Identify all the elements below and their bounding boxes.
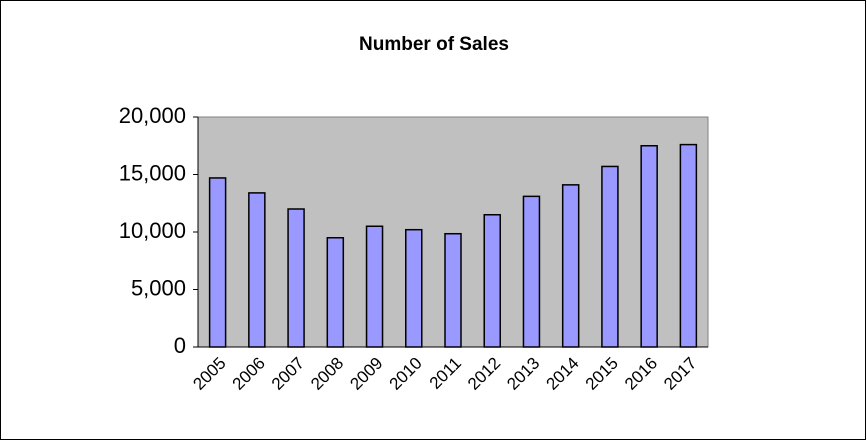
bar [483,214,501,348]
bar [208,177,227,348]
bar [287,208,305,348]
bar [444,232,462,348]
bar [679,143,698,348]
y-tick-label: 15,000 [119,160,186,185]
bar [522,195,541,348]
bar [365,225,384,348]
y-tick-label: 10,000 [119,218,186,243]
chart-title: Number of Sales [359,34,509,55]
bar [405,228,423,348]
y-tick-label: 20,000 [119,103,186,128]
y-tick-label: 0 [174,333,186,358]
bar [561,184,580,348]
bar [326,237,345,348]
bar [601,165,619,348]
bar [640,145,658,348]
y-tick-label: 5,000 [131,275,186,300]
bar [248,192,266,348]
